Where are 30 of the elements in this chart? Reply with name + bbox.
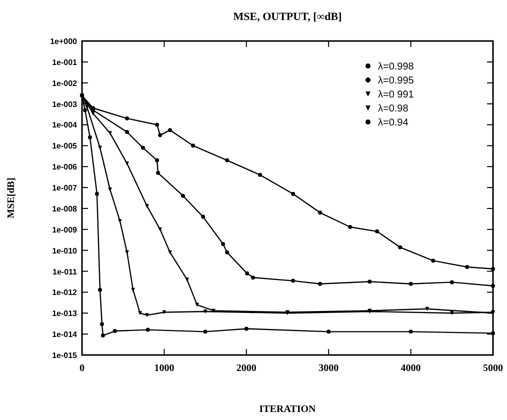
y-tick-label: 1e-007 [52,184,78,193]
legend-label: λ=0.98 [378,104,409,114]
x-axis-title: ITERATION [259,404,317,415]
x-tick-label: 5000 [483,363,503,374]
y-tick-label: 1e-014 [52,330,78,340]
x-tick-label: 2000 [236,363,256,374]
legend-label: λ=0.995 [378,76,414,86]
y-tick-label: 1e-010 [52,246,78,256]
y-tick-label: 1e-003 [52,100,78,109]
y-axis-title: MSE[dB] [6,178,17,218]
x-tick-label: 0 [80,363,84,374]
y-tick-label: 1e-011 [52,267,78,276]
y-tick-label: 1e-005 [52,142,78,151]
y-tick-label: 1e+000 [50,37,78,46]
chart-title: MSE, OUTPUT, [∞dB] [233,11,342,23]
x-tick-label: 1000 [154,363,174,374]
y-tick-label: 1e-015 [52,351,78,360]
y-tick-label: 1e-013 [52,309,78,318]
y-tick-label: 1e-006 [52,162,78,172]
y-tick-label: 1e-004 [52,120,78,130]
x-tick-label: 4000 [400,363,421,374]
x-tick-label: 3000 [318,363,339,374]
y-tick-label: 1e-009 [52,225,78,234]
y-tick-label: 1e-002 [52,78,78,88]
legend-label: λ=0 991 [378,90,414,100]
y-tick-label: 1e-008 [52,204,78,214]
y-tick-label: 1e-001 [52,58,78,67]
legend-label: λ=0.94 [378,118,409,128]
y-tick-label: 1e-012 [52,288,78,298]
legend-label: λ=0.998 [378,62,414,72]
